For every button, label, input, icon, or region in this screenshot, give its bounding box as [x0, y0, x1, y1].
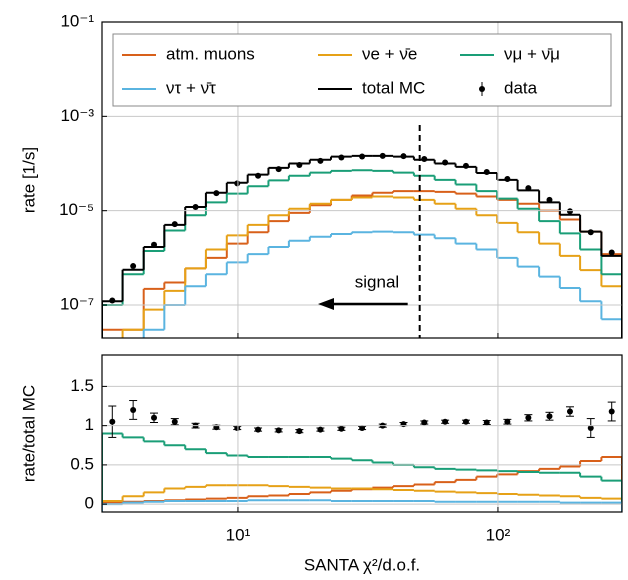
y-axis-label: rate/total MC — [19, 385, 38, 482]
data-point — [151, 414, 158, 421]
y-axis-label: rate [1/s] — [19, 147, 38, 213]
data-point — [338, 154, 345, 161]
data-point — [421, 155, 428, 162]
y-tick-label: 1 — [85, 415, 94, 434]
data-point — [442, 418, 449, 425]
arrow-head — [318, 298, 334, 310]
data-point — [296, 428, 303, 435]
data-point — [504, 175, 511, 182]
data-point — [317, 426, 324, 433]
data-point — [213, 424, 220, 431]
data-point — [525, 414, 532, 421]
legend-label: data — [504, 78, 538, 97]
data-point — [566, 208, 573, 215]
y-tick-label: 1.5 — [70, 376, 94, 395]
data-point — [504, 418, 511, 425]
data-point — [587, 229, 594, 236]
legend — [112, 33, 612, 107]
y-tick-label: 10⁻³ — [60, 106, 94, 125]
data-point — [421, 419, 428, 426]
data-point — [130, 263, 137, 270]
axes-frame — [101, 21, 623, 339]
data-point — [130, 406, 137, 413]
data-point — [171, 418, 178, 425]
data-point — [171, 221, 178, 228]
data-point — [525, 185, 532, 192]
y-tick-label: 10⁻⁷ — [60, 295, 94, 314]
legend-label: ντ + ν̄τ — [166, 78, 216, 97]
annotation: signal — [355, 272, 399, 291]
legend-label: atm. muons — [166, 44, 255, 63]
data-point — [462, 162, 469, 169]
y-tick-label: 0.5 — [70, 454, 94, 473]
data-point — [442, 159, 449, 166]
y-tick-label: 10⁻⁵ — [59, 200, 94, 219]
data-point — [275, 166, 282, 173]
legend-label: νe + ν̄e — [362, 44, 417, 63]
data-point — [317, 157, 324, 164]
data-point — [151, 241, 158, 248]
data-point — [608, 249, 615, 256]
data-point — [234, 425, 241, 432]
x-tick-label: 10¹ — [226, 525, 251, 544]
data-point — [359, 425, 366, 432]
data-point — [213, 190, 220, 197]
data-point — [234, 180, 241, 187]
data-point — [109, 418, 116, 425]
legend-label: total MC — [362, 78, 425, 97]
data-point — [546, 413, 553, 420]
data-point — [483, 169, 490, 176]
data-point — [255, 426, 262, 433]
data-point — [275, 427, 282, 434]
data-point — [400, 153, 407, 160]
data-point — [359, 153, 366, 160]
axes-frame — [101, 354, 623, 513]
data-point — [379, 152, 386, 159]
data-point — [192, 203, 199, 210]
x-axis-label: SANTA χ²/d.o.f. — [304, 555, 420, 574]
plot-area — [102, 152, 622, 338]
data-point — [338, 425, 345, 432]
y-tick-label: 0 — [85, 494, 94, 513]
y-tick-label: 10⁻¹ — [60, 11, 94, 30]
plot-area — [102, 400, 622, 512]
legend-swatch — [479, 86, 485, 92]
data-point — [296, 162, 303, 169]
data-point — [546, 196, 553, 203]
data-point — [483, 419, 490, 426]
data-point — [587, 425, 594, 432]
data-point — [109, 297, 116, 304]
data-point — [400, 421, 407, 428]
data-point — [566, 408, 573, 415]
legend-label: νμ + ν̄μ — [504, 44, 560, 63]
data-point — [608, 408, 615, 415]
data-point — [255, 172, 262, 179]
x-tick-label: 10² — [486, 525, 511, 544]
data-point — [462, 418, 469, 425]
